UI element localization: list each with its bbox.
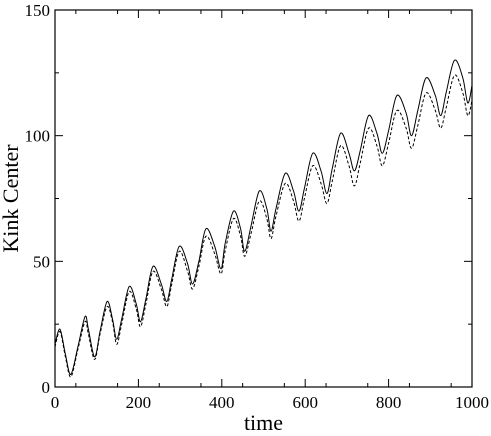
x-tick-label: 600 (292, 393, 318, 412)
x-tick-label: 1000 (455, 393, 489, 412)
x-tick-label: 200 (126, 393, 152, 412)
series-line-solid (54, 59, 473, 375)
x-tick-label: 0 (51, 393, 60, 412)
y-tick-label: 0 (42, 378, 51, 397)
y-tick-label: 100 (25, 127, 51, 146)
y-tick-label: 50 (33, 252, 50, 271)
x-axis-label: time (244, 410, 283, 435)
x-tick-label: 800 (376, 393, 402, 412)
series-layer (54, 59, 473, 378)
x-tick-label: 400 (209, 393, 235, 412)
y-axis-label: Kink Center (0, 144, 23, 253)
plot-frame (54, 9, 473, 388)
series-line-dashed (54, 74, 473, 378)
axis-ticks: 0 200 400 600 800 1000 0 50 100 150 (25, 1, 490, 412)
y-tick-label: 150 (25, 1, 51, 20)
